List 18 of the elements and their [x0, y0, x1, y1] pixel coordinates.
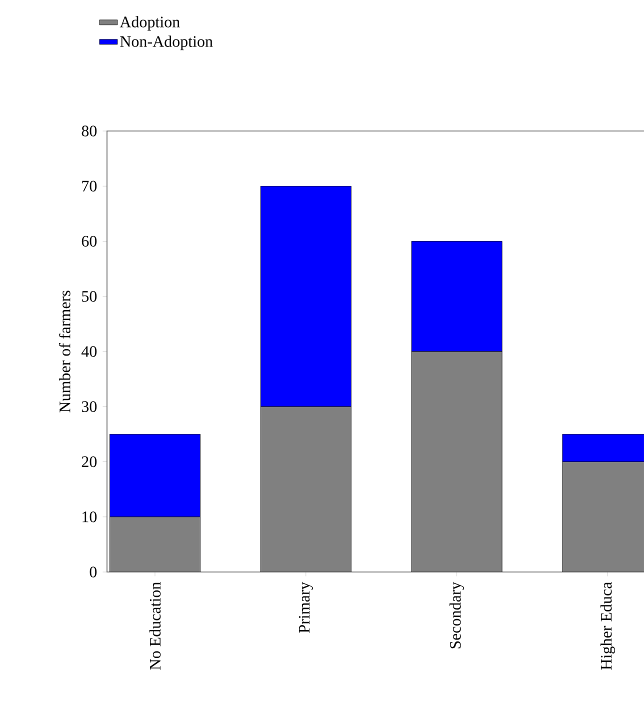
y-tick-label: 70	[82, 180, 97, 192]
bar	[110, 434, 200, 518]
y-axis-title: Number of farmers	[58, 290, 70, 412]
y-tick-label: 20	[82, 456, 97, 468]
y-tick-label: 30	[82, 401, 97, 412]
x-tick-label: Primary	[298, 582, 313, 633]
legend-label: Adoption	[120, 16, 180, 31]
y-tick-label: 60	[82, 236, 97, 247]
y-tick-label: 80	[82, 126, 97, 136]
x-tick-label: No Education	[149, 582, 161, 670]
legend-label: Non-Adoption	[120, 36, 213, 50]
y-tick-label: 0	[90, 566, 97, 578]
bar	[260, 186, 352, 407]
y-tick-label: 10	[82, 511, 97, 522]
x-tick-label: Secondary	[450, 582, 464, 648]
x-tick-label: Higher Educa	[600, 582, 615, 670]
y-tick-label: 40	[82, 346, 97, 357]
y-tick-label: 50	[82, 290, 97, 302]
